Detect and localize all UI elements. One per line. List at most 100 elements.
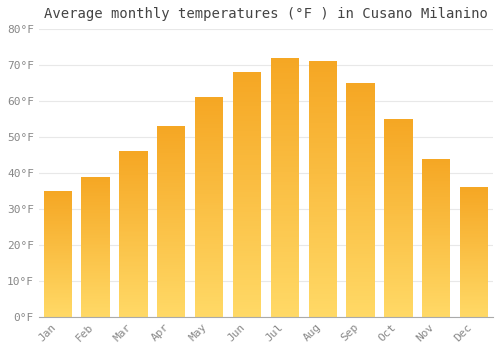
Bar [308,204,337,207]
Bar [82,233,110,234]
Bar [460,230,488,231]
Bar [460,313,488,314]
Bar [157,141,186,144]
Bar [233,119,261,121]
Bar [233,214,261,217]
Bar [270,99,299,102]
Bar [384,178,412,180]
Bar [44,300,72,302]
Bar [460,207,488,208]
Bar [422,282,450,284]
Bar [308,240,337,243]
Bar [422,236,450,238]
Bar [422,189,450,190]
Bar [82,293,110,294]
Bar [308,314,337,317]
Bar [44,236,72,238]
Bar [460,302,488,304]
Bar [460,209,488,211]
Bar [422,234,450,236]
Bar [422,159,450,160]
Bar [384,218,412,220]
Bar [119,184,148,186]
Bar [119,314,148,315]
Bar [157,164,186,166]
Bar [195,240,224,242]
Bar [157,313,186,315]
Bar [82,286,110,287]
Bar [460,187,488,189]
Bar [82,240,110,241]
Bar [157,231,186,233]
Bar [119,252,148,254]
Bar [460,250,488,251]
Bar [157,126,186,128]
Bar [195,115,224,117]
Bar [384,264,412,265]
Bar [422,276,450,277]
Bar [460,248,488,250]
Bar [308,87,337,90]
Bar [233,177,261,180]
Bar [308,151,337,153]
Bar [422,173,450,174]
Bar [308,66,337,69]
Bar [270,159,299,161]
Bar [460,233,488,234]
Bar [233,153,261,155]
Bar [233,165,261,168]
Bar [119,151,148,153]
Bar [44,205,72,206]
Bar [233,268,261,270]
Bar [82,300,110,301]
Bar [460,273,488,274]
Bar [384,125,412,127]
Bar [270,164,299,167]
Bar [384,119,412,121]
Bar [157,147,186,149]
Bar [233,265,261,268]
Bar [346,169,375,172]
Bar [308,225,337,228]
Bar [422,243,450,244]
Bar [308,94,337,97]
Bar [384,315,412,317]
Bar [460,247,488,248]
Bar [44,259,72,260]
Bar [195,223,224,225]
Bar [119,241,148,242]
Bar [44,279,72,280]
Bar [460,190,488,191]
Bar [270,151,299,154]
Bar [460,237,488,238]
Bar [233,222,261,224]
Bar [157,275,186,277]
Bar [460,208,488,209]
Bar [157,229,186,231]
Bar [346,167,375,169]
Bar [270,195,299,198]
Bar [233,239,261,241]
Bar [44,191,72,192]
Bar [82,215,110,216]
Bar [195,192,224,194]
Bar [157,273,186,275]
Bar [119,223,148,224]
Bar [384,153,412,155]
Bar [460,269,488,270]
Bar [157,191,186,193]
Bar [44,281,72,283]
Bar [384,226,412,228]
Bar [157,240,186,243]
Bar [422,250,450,252]
Bar [422,200,450,201]
Bar [308,179,337,181]
Bar [119,284,148,285]
Bar [308,79,337,82]
Bar [195,154,224,157]
Bar [308,135,337,138]
Bar [195,172,224,174]
Bar [119,315,148,317]
Bar [422,260,450,261]
Bar [233,190,261,192]
